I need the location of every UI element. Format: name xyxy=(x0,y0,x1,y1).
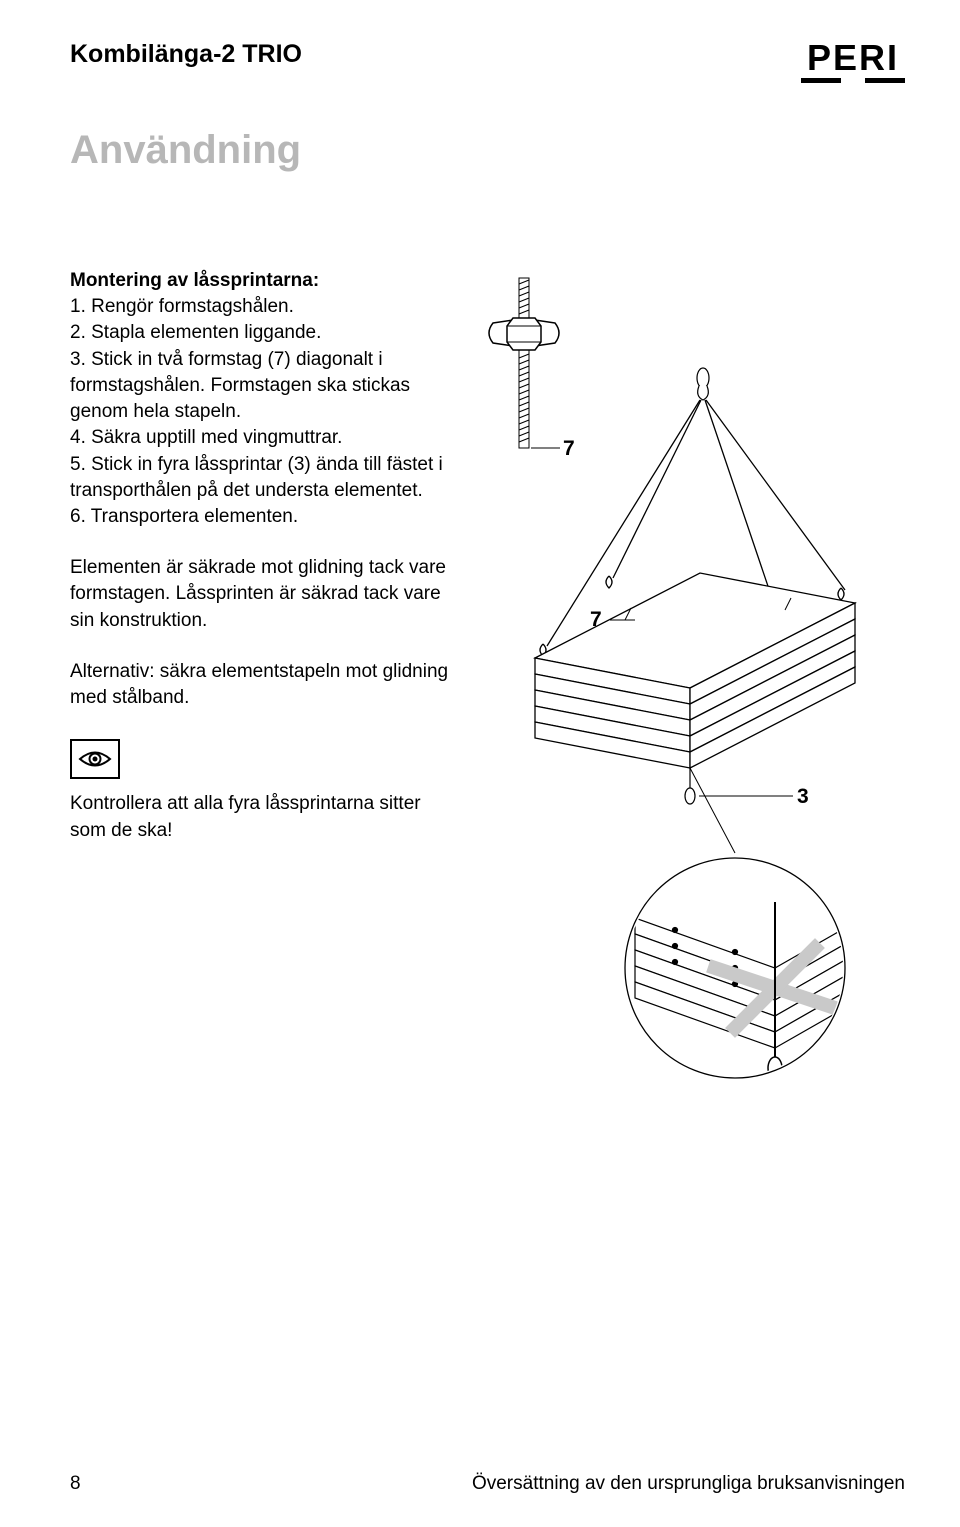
logo-text: PERI xyxy=(807,40,899,76)
instruction-item: 2. Stapla elementen liggande. xyxy=(70,320,450,346)
hook-icon xyxy=(697,368,709,400)
paragraph: Elementen är säkrade mot glidning tack v… xyxy=(70,555,450,634)
page-number: 8 xyxy=(70,1473,81,1495)
eye-icon xyxy=(78,748,112,770)
assembly-diagram: 7 xyxy=(475,268,905,1088)
content-row: Montering av låssprintarna: 1. Rengör fo… xyxy=(70,268,905,1093)
instructions-heading: Montering av låssprintarna: xyxy=(70,268,450,294)
detail-view xyxy=(625,858,845,1079)
attention-icon xyxy=(70,739,120,779)
document-title: Kombilänga-2 TRIO xyxy=(70,40,302,69)
instruction-item: 6. Transportera elementen. xyxy=(70,504,450,530)
instruction-item: 1. Rengör formstagshålen. xyxy=(70,294,450,320)
footer-text: Översättning av den ursprungliga bruksan… xyxy=(472,1473,905,1495)
paragraph: Alternativ: säkra elementstapeln mot gli… xyxy=(70,659,450,711)
section-title: Användning xyxy=(70,128,905,173)
logo-bar xyxy=(801,78,841,83)
instruction-item: 4. Säkra upptill med vingmuttrar. xyxy=(70,425,450,451)
pin-icon xyxy=(685,768,695,804)
brand-logo: PERI xyxy=(801,40,905,83)
callout-label: 3 xyxy=(797,785,809,808)
check-text: Kontrollera att alla fyra låssprintarna … xyxy=(70,791,450,843)
logo-bars xyxy=(801,78,905,83)
callout-label: 7 xyxy=(563,437,575,460)
wingnut-icon xyxy=(489,278,559,448)
instruction-item: 3. Stick in två formstag (7) diagonalt i… xyxy=(70,347,450,426)
page-footer: 8 Översättning av den ursprungliga bruks… xyxy=(70,1473,905,1495)
figure-column: 7 xyxy=(475,268,905,1093)
text-column: Montering av låssprintarna: 1. Rengör fo… xyxy=(70,268,450,1093)
callout-label: 7 xyxy=(590,608,602,631)
page-header: Kombilänga-2 TRIO PERI xyxy=(70,40,905,83)
logo-bar xyxy=(865,78,905,83)
instruction-item: 5. Stick in fyra låssprintar (3) ända ti… xyxy=(70,452,450,504)
panel-stack xyxy=(535,573,855,768)
